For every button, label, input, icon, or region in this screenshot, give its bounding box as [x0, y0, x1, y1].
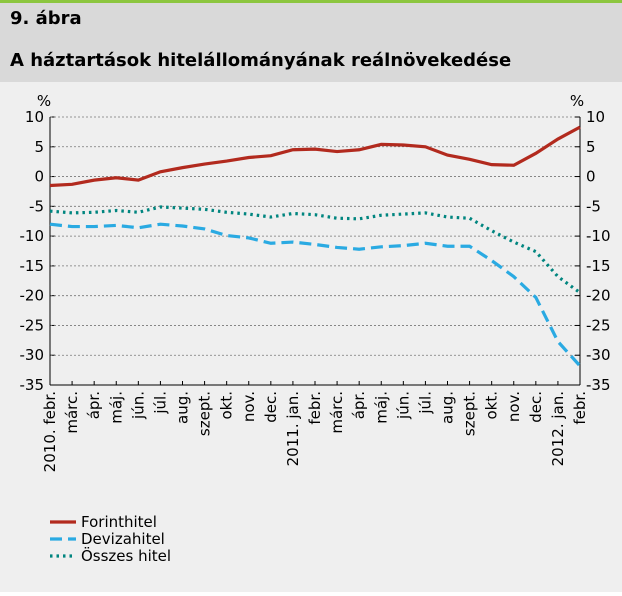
x-tick-label: máj. — [107, 391, 125, 424]
y-tick-label: -15 — [20, 257, 45, 275]
x-tick-label: jún. — [129, 391, 147, 420]
x-tick-label: máj. — [372, 391, 390, 424]
y-tick-label: -35 — [20, 376, 45, 394]
y2-tick-label: 5 — [586, 138, 596, 156]
y2-tick-label: 0 — [586, 168, 596, 186]
y-tick-label: -5 — [29, 197, 44, 215]
x-tick-label: aug. — [439, 391, 457, 424]
y2-tick-label: -25 — [586, 316, 611, 334]
x-tick-label: okt. — [483, 391, 501, 420]
x-tick-label: dec. — [262, 391, 280, 423]
y-axis-label: % — [37, 92, 51, 110]
x-tick-label: 2010. febr. — [41, 391, 59, 472]
header-rule — [0, 0, 622, 3]
x-tick-label: febr. — [571, 391, 589, 425]
x-tick-label: nov. — [240, 391, 258, 422]
x-tick-label: ápr. — [350, 391, 368, 419]
y-tick-label: 10 — [25, 108, 44, 126]
legend-label: Devizahitel — [81, 530, 165, 548]
x-tick-label: okt. — [218, 391, 236, 420]
y-tick-label: 5 — [34, 138, 44, 156]
y2-tick-label: -5 — [586, 197, 601, 215]
x-tick-label: szept. — [196, 391, 214, 436]
x-tick-label: 2011. jan. — [284, 391, 302, 466]
y-tick-label: -30 — [20, 346, 45, 364]
y2-tick-label: -30 — [586, 346, 611, 364]
x-tick-label: nov. — [505, 391, 523, 422]
y2-axis-label: % — [570, 92, 584, 110]
y-tick-label: -10 — [20, 227, 45, 245]
y-tick-label: -20 — [20, 287, 45, 305]
series-line — [49, 205, 581, 294]
y2-tick-label: -35 — [586, 376, 611, 394]
x-tick-label: júl. — [151, 391, 169, 415]
y-tick-label: -25 — [20, 316, 45, 334]
y2-tick-label: -15 — [586, 257, 611, 275]
x-tick-label: dec. — [527, 391, 545, 423]
x-tick-label: aug. — [174, 391, 192, 424]
legend-label: Forinthitel — [81, 513, 157, 531]
y2-tick-label: -10 — [586, 227, 611, 245]
x-tick-label: márc. — [63, 391, 81, 434]
x-tick-label: febr. — [306, 391, 324, 425]
y2-tick-label: 10 — [586, 108, 605, 126]
y-tick-label: 0 — [34, 168, 44, 186]
series-line — [49, 125, 581, 188]
x-tick-label: júl. — [416, 391, 434, 415]
x-tick-label: szept. — [461, 391, 479, 436]
x-tick-label: 2012. jan. — [549, 391, 567, 466]
chart-subtitle: A háztartások hitelállományának reálnöve… — [10, 50, 511, 71]
legend-label: Összes hitel — [81, 546, 171, 565]
x-tick-label: jún. — [394, 391, 412, 420]
header — [0, 0, 622, 82]
x-tick-label: ápr. — [85, 391, 103, 419]
y2-tick-label: -20 — [586, 287, 611, 305]
x-tick-label: márc. — [328, 391, 346, 434]
chart-title: 9. ábra — [10, 8, 82, 29]
